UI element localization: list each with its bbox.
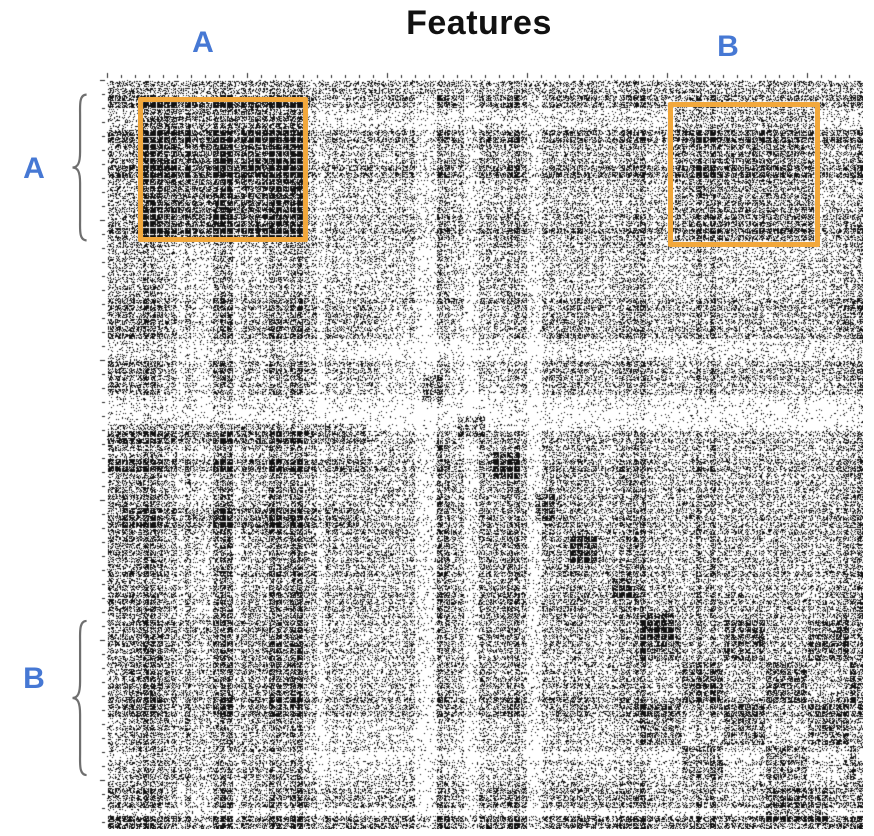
curly-brace-icon: [66, 90, 92, 245]
row-group-a-label: A: [23, 152, 45, 185]
row-group-a-brace: [66, 90, 92, 245]
curly-brace-icon: [66, 616, 92, 780]
chart-title: Features: [406, 4, 552, 42]
col-group-b-label: B: [717, 30, 739, 63]
highlight-box-b: [667, 101, 820, 248]
heatmap-canvas: [95, 68, 863, 829]
heatmap: [95, 68, 863, 829]
col-group-a-label: A: [192, 26, 214, 59]
highlight-box-a: [137, 97, 309, 242]
row-group-b-label: B: [23, 662, 45, 695]
row-group-b-brace: [66, 616, 92, 780]
